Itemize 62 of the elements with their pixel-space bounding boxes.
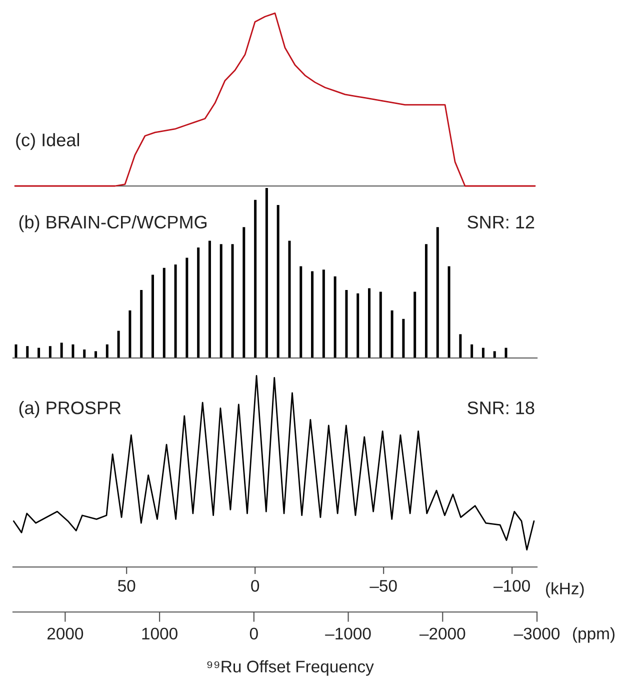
x2-tick-label: –1000: [325, 628, 371, 640]
bar: [470, 344, 474, 358]
bar: [414, 292, 416, 358]
x-tick-label: 50: [118, 580, 136, 592]
bar: [231, 244, 234, 358]
x2-axis-title: (ppm): [573, 627, 614, 643]
x2-tick-label: –2000: [419, 628, 466, 640]
text: (c) Ideal: [16, 133, 80, 150]
bar: [276, 205, 280, 358]
text: (a) PROSPR: [19, 400, 121, 418]
bar: [345, 290, 348, 358]
bar: [128, 310, 132, 358]
annotation: SNR: 12: [468, 216, 534, 229]
bar: [334, 276, 336, 358]
x2-tick-label: 0: [250, 628, 258, 640]
bar: [504, 348, 508, 358]
bar: [197, 248, 200, 358]
bar: [60, 342, 63, 358]
bar: [493, 351, 496, 358]
bar: [72, 344, 74, 358]
bar: [14, 344, 18, 358]
bar: [106, 344, 108, 358]
bar: [482, 348, 484, 358]
bar: [151, 274, 154, 358]
x2-tick-label: 1000: [142, 628, 178, 640]
bar: [117, 330, 120, 358]
bar: [436, 227, 439, 358]
bar: [162, 268, 166, 358]
bar: [140, 290, 143, 358]
x2-tick-label: 2000: [47, 628, 84, 640]
bar: [356, 293, 360, 358]
bar: [368, 288, 371, 358]
bar: [254, 200, 257, 358]
x-tick-label: –50: [370, 580, 397, 592]
annotation: SNR: 18: [468, 401, 534, 414]
bar: [26, 346, 29, 358]
bar: [311, 271, 314, 358]
x-tick-label: 0: [251, 580, 260, 592]
bar: [322, 270, 325, 358]
bar: [402, 318, 405, 358]
bar: [390, 310, 394, 358]
bar: [288, 240, 291, 358]
bar: [94, 351, 98, 358]
x-tick-label: –100: [494, 580, 530, 592]
bar: [448, 266, 450, 358]
bar: [48, 346, 52, 358]
bar: [208, 240, 211, 358]
bar: [220, 244, 222, 358]
bar: [186, 258, 188, 358]
bar: [424, 244, 428, 358]
text: ⁹⁹Ru Offset Frequency: [207, 660, 374, 676]
x-axis-title: (kHz): [546, 582, 584, 598]
bar: [459, 334, 462, 358]
x2-tick-label: –3000: [514, 628, 560, 640]
bar: [174, 264, 177, 358]
bar: [300, 266, 302, 358]
bar: [242, 227, 246, 358]
text: (b) BRAIN-CP/WCPMG: [19, 215, 206, 232]
bar: [379, 292, 382, 358]
bar: [83, 350, 86, 358]
bar: [265, 188, 268, 358]
bar: [38, 348, 40, 358]
